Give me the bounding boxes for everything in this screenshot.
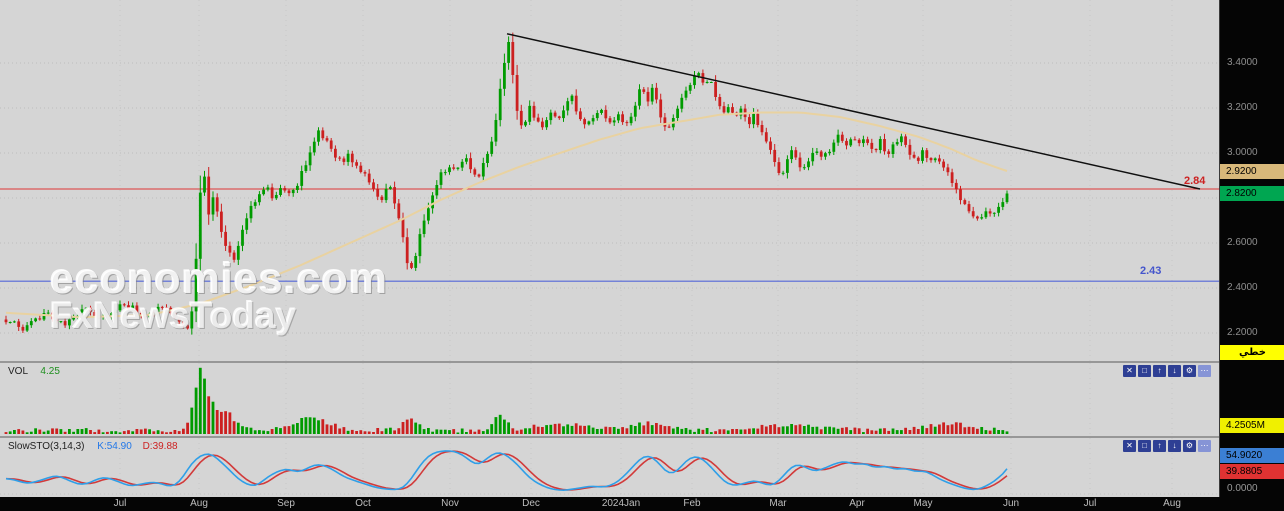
restore-window-icon[interactable]: □ [1138, 440, 1151, 452]
stochastic-header: SlowSTO(3,14,3) K:54.90 D:39.88 [8, 441, 178, 452]
arrow-up-icon[interactable]: ↑ [1153, 440, 1166, 452]
price-axis-label: 3.0000 [1227, 147, 1258, 158]
volume-header: VOL 4.25 [8, 366, 60, 377]
time-axis-month-label: Dec [522, 498, 540, 509]
stochastic-zero-label: 0.0000 [1227, 483, 1258, 494]
price-axis-label: 3.2000 [1227, 102, 1258, 113]
volume-value-badge: 4.2505M [1220, 418, 1284, 433]
price-axis-label: 2.4000 [1227, 282, 1258, 293]
volume-chart-canvas[interactable] [0, 363, 1219, 436]
time-axis-month-label: Aug [190, 498, 208, 509]
time-axis-month-label: May [913, 498, 933, 509]
restore-window-icon[interactable]: □ [1138, 365, 1151, 377]
price-panel[interactable]: economies.com FxNewsToday 2.84 2.43 [0, 0, 1219, 361]
support-line-label[interactable]: 2.43 [1140, 265, 1162, 277]
stochastic-toolbar: ✕ □ ↑ ↓ ⚙ ⋯ [1123, 440, 1211, 452]
stochastic-k-badge: 54.9020 [1220, 448, 1284, 463]
resistance-line-label[interactable]: 2.84 [1184, 175, 1206, 187]
time-axis-month-label: Mar [769, 498, 787, 509]
time-axis-month-label: 2024Jan [601, 498, 641, 509]
close-icon[interactable]: ✕ [1123, 365, 1136, 377]
stochastic-title: SlowSTO(3,14,3) [8, 441, 85, 452]
stochastic-chart-canvas[interactable] [0, 438, 1219, 497]
scale-type-badge[interactable]: خطي [1220, 345, 1284, 360]
stochastic-d-badge: 39.8805 [1220, 464, 1284, 479]
time-axis[interactable]: Jul Aug Sep Oct Nov Dec 2024Jan Feb Mar Apr May Jun… [0, 497, 1284, 511]
time-axis-month-label: Jul [1083, 498, 1097, 509]
stochastic-d-line [5, 450, 1008, 491]
stochastic-k-value: K:54.90 [97, 441, 132, 452]
last-price-badge: 2.8200 [1220, 186, 1284, 201]
time-axis-month-label: Oct [355, 498, 371, 509]
gear-icon[interactable]: ⚙ [1183, 365, 1196, 377]
time-axis-month-label: Jun [1002, 498, 1020, 509]
moving-average-line[interactable] [5, 111, 1008, 319]
price-axis-label: 3.4000 [1227, 57, 1258, 68]
more-options-icon[interactable]: ⋯ [1198, 365, 1211, 377]
volume-panel[interactable]: VOL 4.25 ✕ □ ↑ ↓ ⚙ ⋯ [0, 361, 1219, 436]
ma-price-badge: 2.9200 [1220, 163, 1284, 179]
time-axis-month-label: Aug [1163, 498, 1181, 509]
arrow-up-icon[interactable]: ↑ [1153, 365, 1166, 377]
time-axis-month-label: Sep [277, 498, 295, 509]
volume-value: 4.25 [40, 366, 60, 377]
time-axis-month-label: Nov [441, 498, 459, 509]
stochastic-d-value: D:39.88 [142, 441, 178, 452]
volume-bars [4, 367, 1009, 434]
candles [4, 32, 1009, 335]
time-axis-month-label: Feb [683, 498, 701, 509]
more-options-icon[interactable]: ⋯ [1198, 440, 1211, 452]
close-icon[interactable]: ✕ [1123, 440, 1136, 452]
gear-icon[interactable]: ⚙ [1183, 440, 1196, 452]
time-axis-month-label: Apr [849, 498, 865, 509]
arrow-down-icon[interactable]: ↓ [1168, 440, 1181, 452]
stochastic-panel[interactable]: SlowSTO(3,14,3) K:54.90 D:39.88 ✕ □ ↑ ↓ ⚙ ⋯ [0, 436, 1219, 497]
time-axis-month-label: Jul [113, 498, 127, 509]
stochastic-k-line [5, 450, 1008, 491]
price-chart-canvas[interactable] [0, 0, 1219, 361]
volume-toolbar: ✕ □ ↑ ↓ ⚙ ⋯ [1123, 365, 1211, 377]
trendline[interactable] [506, 33, 1201, 190]
price-axis[interactable]: خطي 4.2505M 54.9020 39.8805 0.0000 3.400… [1219, 0, 1284, 511]
price-axis-label: 2.6000 [1227, 237, 1258, 248]
arrow-down-icon[interactable]: ↓ [1168, 365, 1181, 377]
volume-title: VOL [8, 366, 28, 377]
price-axis-label: 2.2000 [1227, 327, 1258, 338]
